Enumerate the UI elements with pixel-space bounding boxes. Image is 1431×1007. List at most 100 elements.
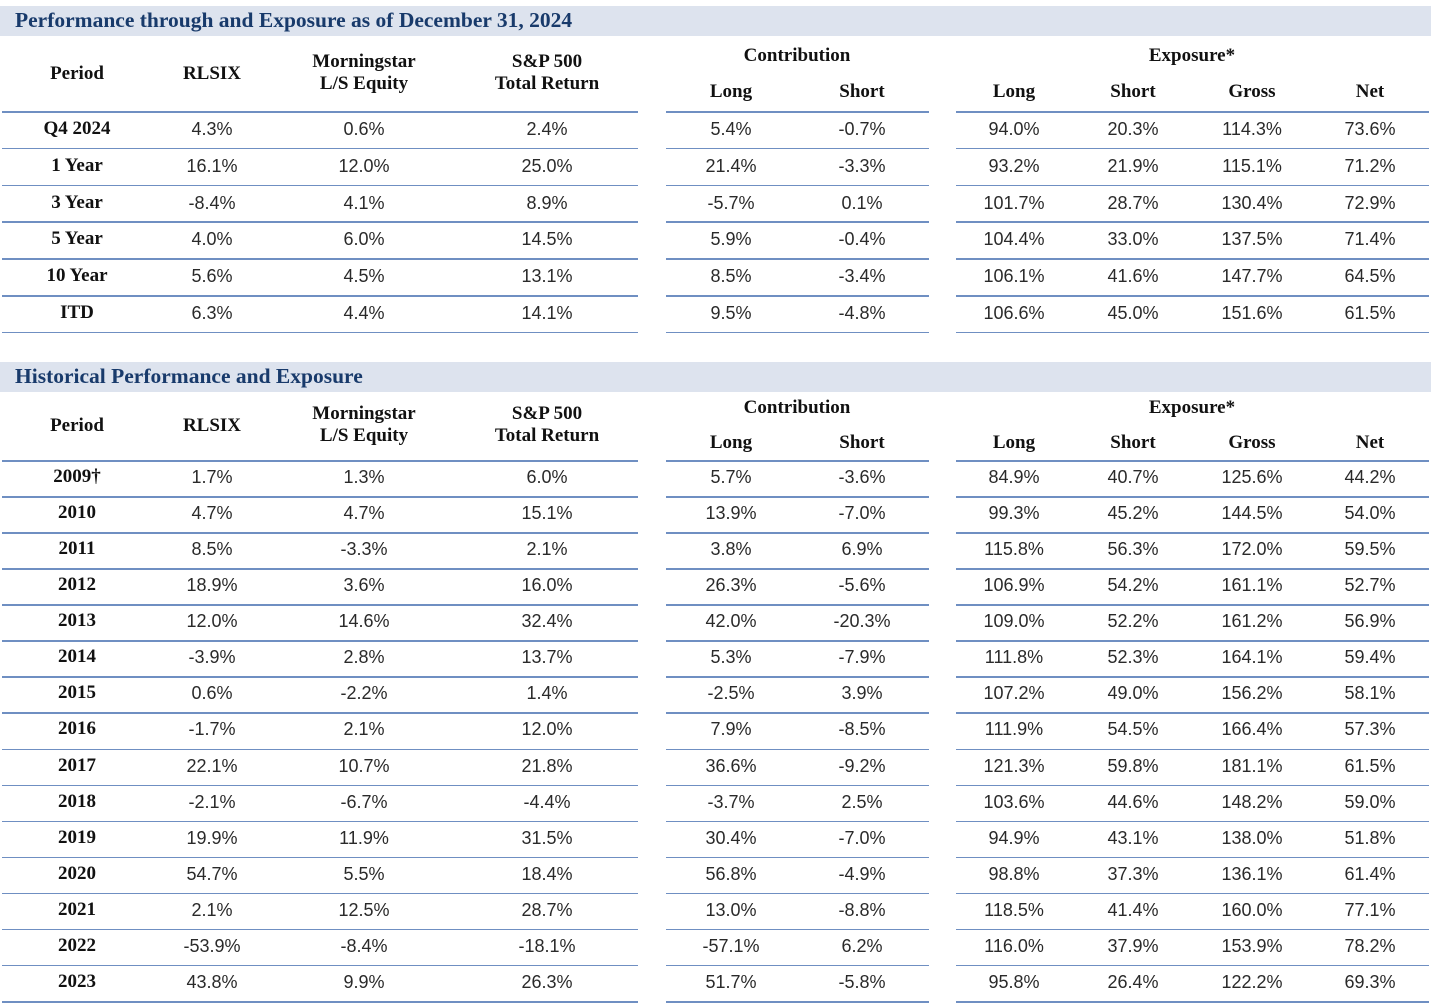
cell-rlsix: -2.1% xyxy=(188,791,236,812)
cell-exposure-gross: 181.1% xyxy=(1221,755,1283,776)
cell-exposure-long: 99.3% xyxy=(988,503,1040,524)
cell-exposure-long: 95.8% xyxy=(988,971,1040,992)
row-rule xyxy=(2,892,638,895)
cell-sp500: 16.0% xyxy=(521,575,573,596)
cell-exposure-net: 77.1% xyxy=(1344,899,1396,920)
cell-morningstar: 12.0% xyxy=(338,155,390,176)
cell-contrib-short: -0.4% xyxy=(838,229,886,250)
cell-sp500: 13.1% xyxy=(521,266,573,287)
cell-contrib-short: 2.5% xyxy=(841,791,883,812)
cell-sp500: 31.5% xyxy=(521,827,573,848)
cell-exposure-long: 107.2% xyxy=(983,683,1045,704)
cell-exposure-long: 116.0% xyxy=(984,935,1044,956)
cell-exposure-net: 71.2% xyxy=(1344,155,1396,176)
cell-contrib-short: -4.8% xyxy=(838,303,886,323)
cell-contrib-long: -2.5% xyxy=(707,683,755,704)
row-rule xyxy=(2,820,638,823)
cell-contrib-long: 3.8% xyxy=(710,539,752,560)
cell-exposure-long: 118.5% xyxy=(984,899,1044,920)
row-period: 2019 xyxy=(58,826,96,848)
cell-morningstar: 4.1% xyxy=(343,192,385,213)
row-rule xyxy=(666,295,929,297)
cell-rlsix: 18.9% xyxy=(186,575,238,596)
cell-exposure-net: 59.4% xyxy=(1344,647,1396,668)
cell-exposure-short: 41.6% xyxy=(1107,266,1159,287)
row-rule xyxy=(956,295,1429,297)
header-morningstar-line2: L/S Equity xyxy=(319,425,409,446)
cell-exposure-long: 121.3% xyxy=(983,755,1045,776)
row-rule xyxy=(666,964,929,967)
cell-exposure-short: 37.9% xyxy=(1107,935,1159,956)
row-rule xyxy=(2,258,638,260)
row-period: 2021 xyxy=(58,898,96,920)
row-rule xyxy=(666,532,929,534)
row-rule xyxy=(666,928,929,931)
row-rule xyxy=(2,331,638,334)
header-sp500-line1: S&P 500 xyxy=(511,403,583,424)
header-exposure-gross: Gross xyxy=(1228,432,1276,453)
header-contribution: Contribution xyxy=(743,45,851,66)
cell-exposure-gross: 166.4% xyxy=(1221,719,1283,740)
row-rule xyxy=(2,856,638,859)
cell-exposure-gross: 138.0% xyxy=(1221,827,1283,848)
cell-exposure-net: 61.5% xyxy=(1344,755,1396,776)
cell-sp500: 12.0% xyxy=(521,719,573,740)
row-rule xyxy=(956,856,1429,859)
cell-exposure-net: 58.1% xyxy=(1344,683,1396,704)
cell-exposure-gross: 144.5% xyxy=(1221,503,1283,524)
cell-exposure-long: 104.4% xyxy=(983,229,1045,250)
header-contribution-long: Long xyxy=(709,81,753,102)
row-rule xyxy=(666,784,929,787)
cell-contrib-short: -0.7% xyxy=(838,119,886,139)
cell-exposure-short: 44.6% xyxy=(1107,791,1159,812)
row-rule xyxy=(2,568,638,570)
cell-contrib-long: 30.4% xyxy=(705,827,757,848)
cell-exposure-gross: 130.4% xyxy=(1221,192,1283,213)
cell-exposure-gross: 156.2% xyxy=(1221,683,1283,704)
cell-morningstar: 12.5% xyxy=(338,899,390,920)
row-rule xyxy=(956,496,1429,498)
row-period: 5 Year xyxy=(51,228,103,250)
cell-exposure-long: 106.6% xyxy=(983,303,1045,323)
cell-morningstar: 4.5% xyxy=(343,266,385,287)
cell-contrib-long: 13.0% xyxy=(705,899,757,920)
cell-exposure-long: 84.9% xyxy=(988,467,1040,487)
cell-exposure-short: 28.7% xyxy=(1107,192,1159,213)
cell-contrib-short: -8.5% xyxy=(838,719,886,740)
cell-morningstar: 4.4% xyxy=(343,303,385,323)
cell-contrib-short: -7.0% xyxy=(838,503,886,524)
row-period: 10 Year xyxy=(46,265,108,287)
header-contribution-long: Long xyxy=(709,432,753,453)
header-exposure-net: Net xyxy=(1355,81,1385,102)
cell-exposure-gross: 164.1% xyxy=(1221,647,1283,668)
cell-contrib-short: -3.3% xyxy=(838,155,886,176)
row-rule xyxy=(2,676,638,678)
cell-exposure-net: 59.0% xyxy=(1344,791,1396,812)
cell-contrib-long: 5.9% xyxy=(710,229,752,250)
cell-exposure-net: 78.2% xyxy=(1344,935,1396,956)
cell-exposure-gross: 122.2% xyxy=(1221,971,1283,992)
row-rule xyxy=(956,221,1429,223)
row-rule xyxy=(2,184,638,187)
cell-morningstar: -6.7% xyxy=(340,791,388,812)
cell-exposure-net: 71.4% xyxy=(1344,229,1396,250)
cell-contrib-short: -9.2% xyxy=(838,755,886,776)
cell-rlsix: 4.7% xyxy=(191,503,233,524)
cell-rlsix: 54.7% xyxy=(186,863,238,884)
cell-exposure-short: 52.3% xyxy=(1107,647,1159,668)
cell-morningstar: -3.3% xyxy=(340,539,388,560)
cell-exposure-short: 54.2% xyxy=(1107,575,1159,596)
header-rule xyxy=(956,111,1429,113)
row-rule xyxy=(956,568,1429,570)
cell-exposure-short: 37.3% xyxy=(1107,863,1159,884)
row-rule xyxy=(2,748,638,751)
cell-sp500: 2.1% xyxy=(526,539,568,560)
row-rule xyxy=(2,1001,638,1003)
cell-exposure-gross: 153.9% xyxy=(1221,935,1283,956)
row-rule xyxy=(956,748,1429,751)
row-rule xyxy=(956,784,1429,787)
header-exposure-net: Net xyxy=(1355,432,1385,453)
cell-sp500: -4.4% xyxy=(523,791,571,812)
cell-exposure-gross: 114.3% xyxy=(1222,119,1282,139)
cell-rlsix: 2.1% xyxy=(191,899,233,920)
